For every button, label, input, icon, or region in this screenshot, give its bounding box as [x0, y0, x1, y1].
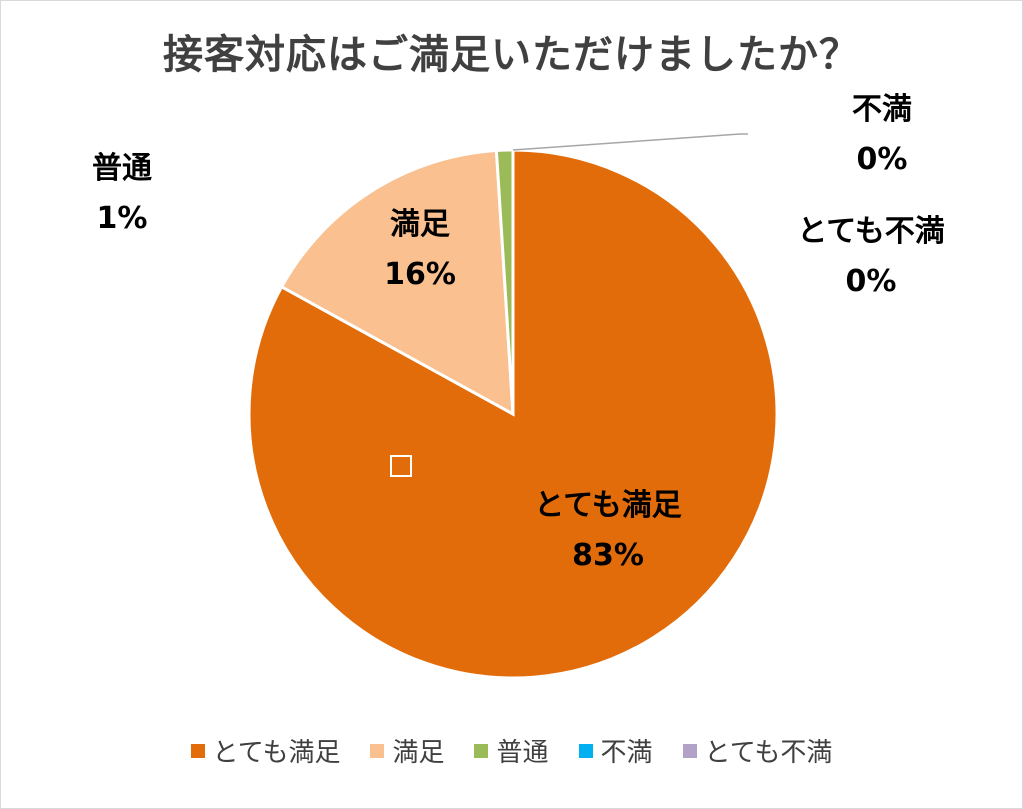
- slice-labels: とても満足 83% 満足 16% 普通 1% 不満 0% とても不満 0%: [92, 92, 945, 573]
- slice-label-value-5: 0%: [846, 264, 897, 299]
- legend-item-4[interactable]: 不満: [578, 732, 653, 769]
- slice-label-value-3: 1%: [97, 201, 148, 236]
- slice-label-value-4: 0%: [857, 142, 908, 177]
- leader-lines: [512, 133, 748, 151]
- legend-label: 普通: [496, 738, 549, 768]
- legend-swatch: [682, 743, 697, 758]
- pie-slice-3[interactable]: [494, 148, 515, 415]
- legend-swatch: [474, 743, 489, 758]
- legend-label: とても満足: [212, 738, 341, 768]
- slice-label-value-1: 83%: [572, 538, 644, 573]
- slice-label-category-2: 満足: [390, 207, 450, 242]
- legend-swatch: [190, 743, 205, 758]
- legend-label: とても不満: [704, 738, 833, 768]
- legend-swatch: [370, 743, 385, 758]
- pie-slices: [247, 148, 779, 680]
- legend-item-5[interactable]: とても不満: [682, 732, 833, 769]
- legend-item-1[interactable]: とても満足: [190, 732, 341, 769]
- slice-label-category-3: 普通: [92, 151, 152, 186]
- legend-swatch: [578, 743, 593, 758]
- slice-label-category-5: とても不満: [797, 214, 945, 249]
- legend-label: 満足: [392, 738, 445, 768]
- leader-line: [512, 133, 748, 151]
- slice-label-value-2: 16%: [384, 257, 456, 292]
- legend-item-2[interactable]: 満足: [370, 732, 444, 769]
- selection-handle[interactable]: [390, 455, 412, 477]
- pie-slice-2[interactable]: [279, 148, 515, 417]
- pie-slice-1[interactable]: [247, 148, 779, 680]
- slice-label-category-4: 不満: [852, 92, 912, 127]
- chart-title: 接客対応はご満足いただけましたか？: [163, 32, 860, 78]
- legend: とても満足 満足 普通 不満 とても不満: [0, 732, 1023, 769]
- legend-item-3[interactable]: 普通: [474, 732, 549, 769]
- legend-label: 不満: [600, 738, 653, 768]
- slice-label-category-1: とても満足: [534, 488, 682, 523]
